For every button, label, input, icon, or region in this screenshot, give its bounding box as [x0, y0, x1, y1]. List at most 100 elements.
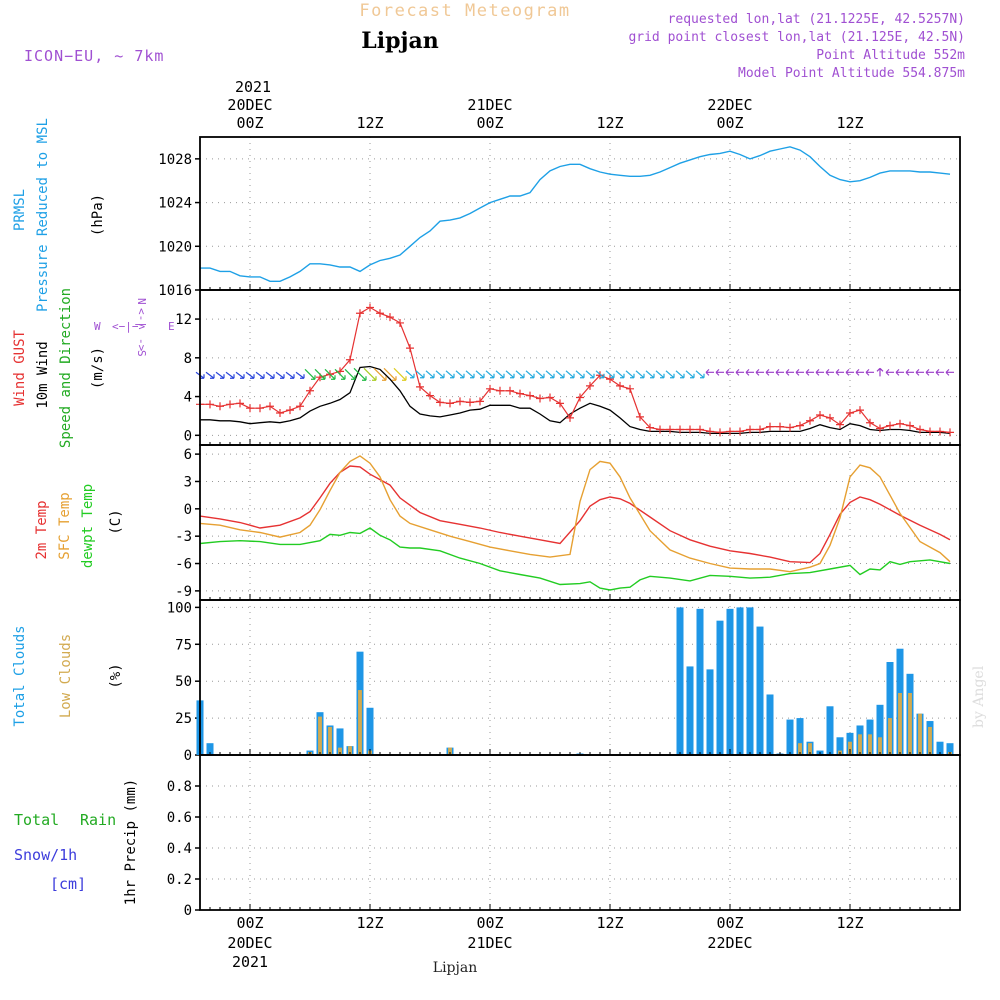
- total-cloud-bar: [676, 607, 684, 755]
- wind-direction-arrow: [745, 368, 754, 376]
- total-cloud-bar: [876, 704, 884, 755]
- gust-marker: [576, 393, 584, 402]
- wind-direction-arrow: [905, 368, 914, 376]
- total-cloud-bar: [706, 669, 714, 755]
- total-cloud-bar: [936, 741, 944, 755]
- top-hour-label: 00Z: [236, 114, 263, 132]
- y-tick-label: 3: [184, 474, 192, 490]
- wind-direction-arrow: [605, 370, 615, 379]
- bottom-time-label: 2021: [232, 953, 268, 971]
- wind-direction-arrow: [344, 368, 356, 380]
- gust-marker: [276, 409, 284, 418]
- gust-marker: [436, 398, 444, 407]
- wind-direction-arrow: [485, 370, 495, 379]
- bottom-time-label: 12Z: [356, 914, 383, 932]
- compass-arrow: <−|−>: [112, 320, 145, 333]
- gust-marker: [216, 402, 224, 411]
- pressure-unit-label: (hPa): [90, 194, 106, 236]
- precip-panel: 0 0.2 0.4 0.6 0.8: [167, 754, 961, 919]
- y-tick-label: 1024: [158, 196, 192, 212]
- compass-north: N: [135, 298, 148, 305]
- gust-marker: [256, 404, 264, 413]
- series-2m-temp: [199, 465, 951, 564]
- wind-direction-arrow: [405, 370, 415, 379]
- top-hour-label: 00Z: [476, 114, 503, 132]
- y-tick-label: 12: [175, 312, 192, 328]
- wind-direction-arrow: [795, 368, 804, 376]
- snow-unit-label: [cm]: [50, 875, 86, 893]
- wind-direction-arrow: [915, 368, 924, 376]
- total-rain-rain: Rain: [80, 811, 116, 829]
- y-tick-label: 0: [184, 903, 192, 919]
- wind-frame: [199, 289, 961, 446]
- gust-marker: [836, 420, 844, 429]
- wind-direction-arrow: [615, 370, 625, 379]
- y-tick-label: -9: [175, 584, 192, 600]
- top-date-label: 21DEC: [467, 96, 512, 114]
- wind-direction-arrow: [525, 370, 535, 379]
- wind-direction-arrow: [935, 368, 944, 376]
- top-hour-label: 00Z: [716, 114, 743, 132]
- low-cloud-bar: [898, 693, 902, 755]
- gust-marker: [506, 386, 514, 395]
- gust-marker: [586, 381, 594, 390]
- gust-marker: [396, 318, 404, 327]
- wind-gust-label: Wind GUST: [12, 330, 28, 406]
- top-hour-label: 12Z: [596, 114, 623, 132]
- wind-direction-arrow: [445, 370, 455, 379]
- bottom-time-label: 12Z: [836, 914, 863, 932]
- gust-marker: [386, 313, 394, 322]
- compass-arrow-south: ->: [135, 338, 148, 352]
- wind-direction-arrow: [765, 368, 774, 376]
- dewpt-label: dewpt Temp: [80, 484, 96, 568]
- cloud-unit-label: (%): [108, 663, 124, 688]
- top-date-label: 20DEC: [227, 96, 272, 114]
- low-cloud-bar: [358, 690, 362, 755]
- gust-marker: [786, 423, 794, 432]
- gust-marker: [796, 421, 804, 430]
- pressure-frame: [199, 136, 961, 291]
- low-cloud-bar: [878, 737, 882, 755]
- gust-marker: [806, 416, 814, 425]
- gust-marker: [816, 410, 824, 419]
- wind-direction-arrow: [265, 371, 275, 379]
- y-tick-label: 25: [175, 711, 192, 727]
- gust-marker: [356, 309, 364, 318]
- wind-direction-arrow: [275, 371, 285, 379]
- y-tick-label: -3: [175, 529, 192, 545]
- gust-marker: [496, 386, 504, 395]
- low-cloud-bar: [908, 693, 912, 755]
- total-cloud-bar: [756, 626, 764, 755]
- gust-marker: [756, 425, 764, 434]
- bottom-time-label: 12Z: [596, 914, 623, 932]
- series-wind-gust: [200, 306, 951, 434]
- temperature-panel: -9 -6 -3 0 3 6: [175, 444, 961, 601]
- gust-marker: [456, 397, 464, 406]
- wind-direction-arrow: [334, 368, 346, 380]
- total-cloud-bar: [366, 707, 374, 755]
- gust-marker: [736, 427, 744, 436]
- wind-direction-arrow: [565, 370, 575, 379]
- wind-direction-arrow: [655, 370, 665, 379]
- low-cloud-bar: [848, 741, 852, 755]
- wind-direction-arrow: [363, 367, 377, 381]
- wind-direction-arrow: [855, 368, 864, 376]
- temperature-labels: 2m Temp SFC Temp dewpt Temp (C): [34, 484, 124, 568]
- wind-direction-arrow: [665, 370, 675, 379]
- temperature-frame: [199, 444, 961, 601]
- gust-marker: [296, 402, 304, 411]
- bottom-time-label: 20DEC: [227, 934, 272, 952]
- gust-marker: [226, 400, 234, 409]
- wind-direction-arrow: [845, 368, 854, 376]
- y-tick-label: 0.8: [167, 779, 192, 795]
- gust-marker: [406, 344, 414, 353]
- low-cloud-bar: [448, 747, 452, 755]
- model-altitude: Model Point Altitude 554.875m: [738, 66, 965, 81]
- cloud-labels: Total Clouds Low Clouds (%): [12, 625, 124, 726]
- gust-marker: [486, 384, 494, 393]
- series-10m-wind: [200, 365, 951, 435]
- gust-marker: [476, 397, 484, 406]
- low-cloud-bar: [318, 716, 322, 755]
